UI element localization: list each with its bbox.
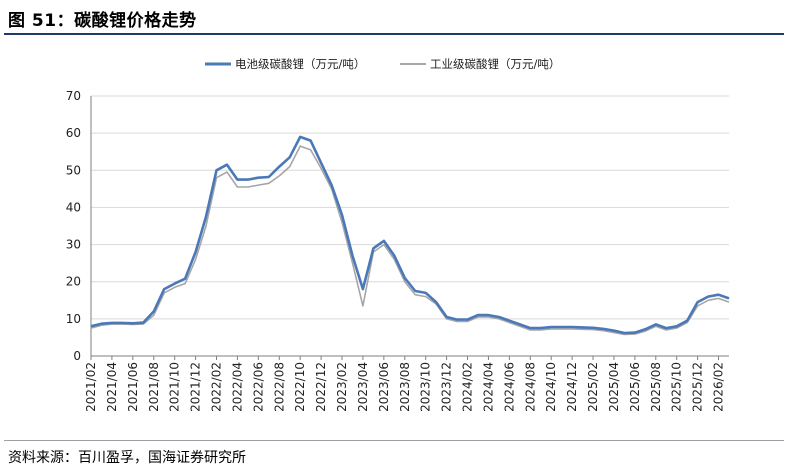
x-tick-label: 2026/02	[712, 362, 726, 412]
x-tick-label: 2022/04	[230, 362, 244, 412]
y-tick-label: 10	[66, 312, 81, 326]
x-tick-label: 2021/12	[189, 362, 203, 412]
y-tick-label: 70	[66, 89, 81, 103]
series-lines	[90, 135, 730, 336]
x-tick-label: 2021/06	[126, 362, 140, 412]
x-tick-label: 2021/08	[147, 362, 161, 412]
y-tick-label: 20	[66, 275, 81, 289]
chart-title: 图 51：碳酸锂价格走势	[8, 11, 197, 31]
series-line-industrial	[90, 145, 730, 336]
x-tick-label: 2023/08	[398, 362, 412, 412]
y-tick-label: 50	[66, 163, 81, 177]
x-tick-label: 2021/10	[168, 362, 182, 412]
x-tick-label: 2025/08	[649, 362, 663, 412]
x-tick-label: 2024/08	[523, 362, 537, 412]
x-tick-label: 2023/12	[440, 362, 454, 412]
x-tick-label: 2022/02	[210, 362, 224, 412]
x-tick-label: 2024/12	[565, 362, 579, 412]
x-tick-label: 2021/02	[84, 362, 98, 412]
x-axis-ticks: 2021/02 2021/04 2021/06 2021/08 2021/10 2021/…	[84, 356, 726, 412]
x-tick-label: 2024/02	[461, 362, 475, 412]
legend: 电池级碳酸锂（万元/吨） 工业级碳酸锂（万元/吨）	[205, 57, 560, 71]
x-tick-label: 2025/10	[670, 362, 684, 412]
x-tick-label: 2023/04	[356, 362, 370, 412]
x-tick-label: 2021/04	[105, 362, 119, 412]
x-tick-label: 2024/10	[544, 362, 558, 412]
y-tick-label: 30	[66, 238, 81, 252]
title-divider	[4, 33, 784, 35]
x-tick-label: 2023/10	[419, 362, 433, 412]
legend-label: 工业级碳酸锂（万元/吨）	[430, 57, 560, 71]
x-tick-label: 2024/04	[481, 362, 495, 412]
y-tick-label: 40	[66, 200, 81, 214]
legend-label: 电池级碳酸锂（万元/吨）	[235, 57, 365, 71]
y-axis-ticks: 0 10 20 30 40 50 60 70	[66, 89, 81, 363]
x-tick-label: 2022/06	[251, 362, 265, 412]
x-tick-label: 2023/06	[377, 362, 391, 412]
x-tick-label: 2025/06	[628, 362, 642, 412]
x-tick-label: 2023/02	[335, 362, 349, 412]
x-tick-label: 2025/04	[607, 362, 621, 412]
x-tick-label: 2022/10	[293, 362, 307, 412]
series-line-battery	[90, 135, 730, 335]
x-tick-label: 2025/12	[691, 362, 705, 412]
x-tick-label: 2024/06	[502, 362, 516, 412]
y-tick-label: 60	[66, 126, 81, 140]
x-tick-label: 2025/02	[586, 362, 600, 412]
x-tick-label: 2022/08	[272, 362, 286, 412]
x-tick-label: 2022/12	[314, 362, 328, 412]
source-divider	[4, 440, 784, 441]
grid-lines	[90, 95, 729, 357]
y-tick-label: 0	[73, 349, 81, 363]
source-note: 资料来源：百川盈孚，国海证券研究所	[8, 450, 246, 466]
